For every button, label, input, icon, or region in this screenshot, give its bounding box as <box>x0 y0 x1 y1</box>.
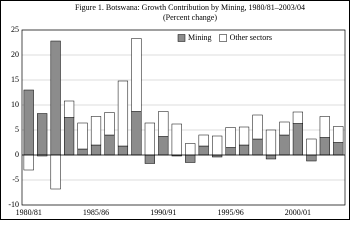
bar <box>252 114 263 140</box>
bar <box>198 134 209 147</box>
bar <box>50 154 61 190</box>
y-tick-label: 0 <box>15 150 19 159</box>
plot-frame <box>21 29 346 206</box>
bar <box>225 127 236 148</box>
bar <box>265 154 277 160</box>
bar <box>131 111 142 156</box>
y-tick-label: 15 <box>11 75 19 84</box>
bar <box>306 154 317 162</box>
bar <box>198 145 209 156</box>
bar <box>212 135 223 156</box>
bar <box>333 126 344 143</box>
bar <box>104 112 115 136</box>
bar <box>185 154 196 163</box>
bar <box>64 100 75 118</box>
bar <box>144 154 155 164</box>
bar <box>23 89 34 156</box>
y-tick-label: -5 <box>12 175 19 184</box>
bar <box>252 138 263 156</box>
bar <box>185 143 196 156</box>
bar <box>306 138 317 156</box>
bar <box>279 121 290 136</box>
bar <box>50 40 61 156</box>
x-tick-label: 1985/86 <box>83 208 109 217</box>
x-tick-label: 1980/81 <box>16 208 42 217</box>
bar <box>279 134 290 156</box>
bar <box>319 137 330 156</box>
y-tick-label: 10 <box>11 100 19 109</box>
bar <box>90 116 102 146</box>
legend-label: Mining <box>188 33 212 42</box>
bar <box>333 142 344 156</box>
chart-title: Figure 1. Botswana: Growth Contribution … <box>75 3 305 12</box>
bar <box>158 136 169 156</box>
legend-swatch <box>177 34 186 42</box>
legend-label: Other sectors <box>230 33 272 42</box>
bar <box>104 134 115 156</box>
bar <box>23 154 34 171</box>
bar <box>117 145 129 156</box>
legend-swatch <box>219 34 227 42</box>
bar <box>171 123 182 156</box>
bar <box>77 148 88 156</box>
x-tick-label: 1990/91 <box>150 208 176 217</box>
bar <box>265 129 277 156</box>
bar <box>292 111 303 124</box>
y-tick-label: 20 <box>11 50 19 59</box>
bar <box>158 111 169 137</box>
bar <box>117 80 129 147</box>
bar <box>238 126 250 146</box>
bar <box>225 147 236 156</box>
bar <box>319 116 330 138</box>
y-tick-label: 5 <box>15 125 19 134</box>
x-tick-label: 1995/96 <box>217 208 243 217</box>
bar <box>131 38 142 112</box>
bar <box>238 144 250 156</box>
bar <box>64 117 75 156</box>
bar <box>144 122 155 156</box>
bar <box>90 144 102 156</box>
x-tick-label: 2000/01 <box>285 208 311 217</box>
y-tick-label: 25 <box>11 25 19 34</box>
bar <box>77 122 88 150</box>
bar <box>292 123 303 156</box>
chart-subtitle: (Percent change) <box>163 13 217 22</box>
bar <box>37 113 48 156</box>
chart: Figure 1. Botswana: Growth Contribution … <box>0 0 350 220</box>
y-tick-label: -10 <box>8 200 19 209</box>
